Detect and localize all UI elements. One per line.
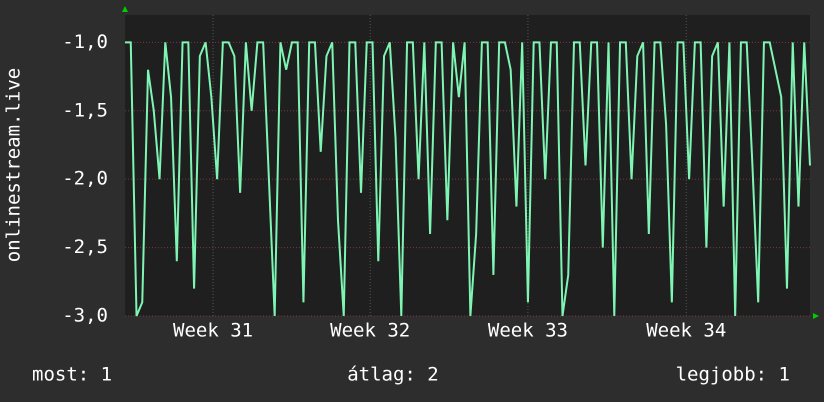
stat-best: legjobb: 1 xyxy=(676,364,790,386)
x-tick-label: Week 31 xyxy=(173,320,253,342)
y-tick-label: -1,0 xyxy=(62,31,108,53)
y-tick-label: -2,0 xyxy=(62,168,108,190)
y-tick-label: -3,0 xyxy=(62,305,108,327)
x-tick-label: Week 32 xyxy=(330,320,410,342)
data-line xyxy=(125,41,811,317)
axis-arrow xyxy=(122,6,128,12)
stat-current: most: 1 xyxy=(32,364,112,386)
y-axis-label: onlinestream.live xyxy=(3,68,25,262)
y-tick-label: -2,5 xyxy=(62,236,108,258)
axis-arrow xyxy=(813,313,819,319)
x-tick-label: Week 33 xyxy=(488,320,568,342)
stat-average: átlag: 2 xyxy=(347,364,439,386)
x-tick-label: Week 34 xyxy=(646,320,726,342)
y-tick-label: -1,5 xyxy=(62,99,108,121)
